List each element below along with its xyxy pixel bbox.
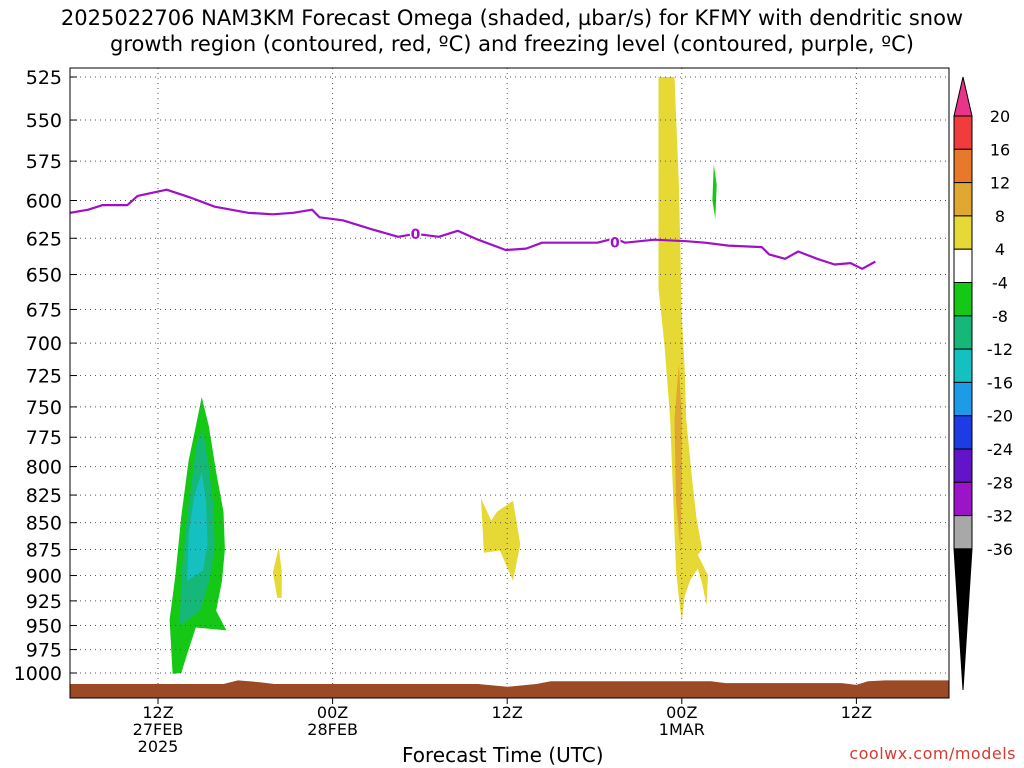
x-tick-label-2-0: 12Z bbox=[492, 703, 523, 722]
colorbar-segment-9 bbox=[953, 381, 973, 417]
colorbar-top-arrow bbox=[953, 76, 973, 117]
y-tick-label-14: 875 bbox=[26, 539, 62, 561]
colorbar-segment-4 bbox=[953, 215, 973, 250]
omega-region-5 bbox=[481, 498, 521, 581]
y-tick-label-19: 1000 bbox=[14, 663, 62, 685]
colorbar-label-8: -16 bbox=[987, 373, 1013, 392]
chart-title-line1: 2025022706 NAM3KM Forecast Omega (shaded… bbox=[60, 6, 964, 30]
colorbar-segment-3 bbox=[953, 182, 973, 217]
y-tick-label-12: 825 bbox=[26, 485, 62, 507]
y-tick-label-13: 850 bbox=[26, 513, 62, 535]
y-tick-label-6: 675 bbox=[26, 299, 62, 321]
colorbar-segment-12 bbox=[953, 481, 973, 517]
omega-region-4 bbox=[272, 547, 282, 598]
colorbar-label-13: -36 bbox=[987, 540, 1013, 559]
x-tick-label-3-1: 1MAR bbox=[659, 720, 705, 739]
colorbar-segment-5 bbox=[953, 248, 973, 283]
colorbar-label-0: 20 bbox=[990, 107, 1010, 126]
freezing-level-layer: 00 bbox=[70, 188, 876, 270]
colorbar-label-7: -12 bbox=[987, 340, 1013, 359]
freezing-level-label-0: 0 bbox=[411, 227, 421, 243]
y-tick-label-11: 800 bbox=[26, 457, 62, 479]
chart-title-line2: growth region (contoured, red, ºC) and f… bbox=[110, 32, 914, 56]
colorbar-label-2: 12 bbox=[990, 174, 1010, 193]
x-tick-label-4-0: 12Z bbox=[841, 703, 872, 722]
y-tick-label-4: 625 bbox=[26, 228, 62, 250]
omega-shading-layer bbox=[169, 77, 717, 674]
x-tick-label-3-0: 00Z bbox=[666, 703, 697, 722]
x-tick-label-0-2: 2025 bbox=[138, 737, 179, 756]
plot-frame bbox=[69, 67, 950, 699]
y-tick-label-2: 575 bbox=[26, 151, 62, 173]
freezing-level-line bbox=[70, 188, 876, 270]
y-tick-label-0: 525 bbox=[26, 67, 62, 89]
y-tick-label-10: 775 bbox=[26, 427, 62, 449]
y-tick-label-1: 550 bbox=[26, 110, 62, 132]
x-tick-label-0-1: 27FEB bbox=[133, 720, 184, 739]
omega-region-2 bbox=[187, 472, 208, 581]
y-tick-label-15: 900 bbox=[26, 566, 62, 588]
colorbar-label-3: 8 bbox=[995, 207, 1005, 226]
colorbar-bottom-arrow bbox=[953, 548, 973, 691]
y-tick-label-9: 750 bbox=[26, 397, 62, 419]
y-tick-label-18: 975 bbox=[26, 640, 62, 662]
omega-region-8 bbox=[712, 164, 717, 219]
colorbar-label-5: -4 bbox=[992, 274, 1008, 293]
y-tick-label-5: 650 bbox=[26, 265, 62, 287]
site-credit: coolwx.com/models bbox=[849, 744, 1016, 763]
colorbar-label-1: 16 bbox=[990, 140, 1010, 159]
y-tick-label-3: 600 bbox=[26, 191, 62, 213]
terrain-layer bbox=[70, 680, 949, 698]
colorbar-label-9: -20 bbox=[987, 407, 1013, 426]
x-tick-label-0-0: 12Z bbox=[142, 703, 173, 722]
colorbar-label-11: -28 bbox=[987, 473, 1013, 492]
y-tick-label-17: 950 bbox=[26, 616, 62, 638]
gridlines bbox=[70, 68, 949, 698]
freezing-level-label-1: 0 bbox=[610, 236, 620, 252]
colorbar-segment-11 bbox=[953, 448, 973, 483]
colorbar-segment-1 bbox=[953, 115, 973, 150]
y-tick-label-16: 925 bbox=[26, 591, 62, 613]
colorbar: 20 16 12 8 4 -4 -8 -12 -16 -20 -24 -28 -32 -36 bbox=[953, 76, 1013, 691]
colorbar-label-12: -32 bbox=[987, 507, 1013, 526]
colorbar-segment-13 bbox=[953, 515, 973, 550]
x-tick-label-1-1: 28FEB bbox=[307, 720, 358, 739]
colorbar-segment-7 bbox=[953, 315, 973, 350]
colorbar-label-10: -24 bbox=[987, 440, 1013, 459]
y-tick-label-8: 725 bbox=[26, 366, 62, 388]
y-tick-label-7: 700 bbox=[26, 333, 62, 355]
x-axis-label: Forecast Time (UTC) bbox=[402, 743, 604, 767]
colorbar-segment-10 bbox=[953, 415, 973, 450]
colorbar-label-4: 4 bbox=[995, 240, 1005, 259]
colorbar-label-6: -8 bbox=[992, 307, 1008, 326]
omega-region-7 bbox=[674, 364, 682, 548]
pressure-axis: 525 550 575 600 625 650 675 700 725 750 775 800 825 8… bbox=[14, 67, 77, 685]
colorbar-segment-2 bbox=[953, 148, 973, 184]
omega-region-6 bbox=[658, 77, 708, 622]
colorbar-segment-6 bbox=[953, 282, 973, 317]
terrain-fill bbox=[70, 680, 949, 698]
x-tick-label-1-0: 00Z bbox=[317, 703, 348, 722]
colorbar-segment-8 bbox=[953, 348, 973, 383]
